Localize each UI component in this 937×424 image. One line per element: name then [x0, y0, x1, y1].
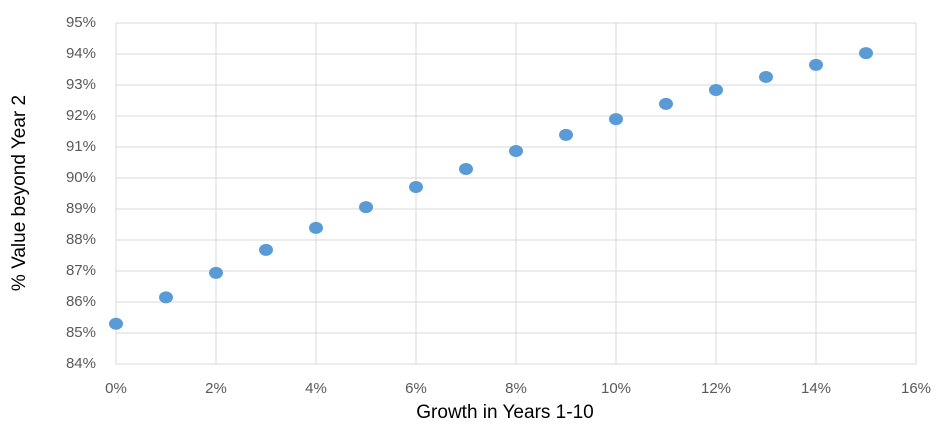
y-axis-title: % Value beyond Year 2 — [9, 95, 30, 291]
x-tick-label: 10% — [601, 380, 631, 397]
y-tick-label: 95% — [66, 14, 96, 31]
y-tick-label: 94% — [66, 45, 96, 62]
y-tick-label: 84% — [66, 355, 96, 372]
y-tick-label: 92% — [66, 107, 96, 124]
x-tick-label: 2% — [205, 380, 227, 397]
y-tick-label: 86% — [66, 293, 96, 310]
x-tick-label: 0% — [105, 380, 127, 397]
point — [659, 97, 673, 110]
point — [459, 163, 473, 176]
point — [709, 83, 723, 96]
x-tick-label: 6% — [405, 380, 427, 397]
x-tick-label: 14% — [801, 380, 831, 397]
y-tick-label: 89% — [66, 200, 96, 217]
point — [509, 145, 523, 158]
y-tick-label: 87% — [66, 262, 96, 279]
y-tick-label: 88% — [66, 231, 96, 248]
x-tick-label: 16% — [901, 380, 931, 397]
point — [159, 291, 173, 304]
point — [359, 201, 373, 214]
point — [309, 221, 323, 234]
point — [259, 243, 273, 256]
x-axis-title: Growth in Years 1-10 — [416, 402, 593, 423]
x-tick-label: 8% — [505, 380, 527, 397]
point — [209, 266, 223, 279]
point — [559, 128, 573, 141]
y-tick-label: 90% — [66, 169, 96, 186]
y-tick-label: 91% — [66, 138, 96, 155]
point — [759, 70, 773, 83]
y-tick-label: 85% — [66, 324, 96, 341]
point — [409, 180, 423, 193]
point — [809, 58, 823, 71]
point — [609, 113, 623, 126]
x-tick-label: 4% — [305, 380, 327, 397]
y-tick-label: 93% — [66, 76, 96, 93]
point — [109, 317, 123, 330]
x-tick-label: 12% — [701, 380, 731, 397]
point — [859, 47, 873, 60]
